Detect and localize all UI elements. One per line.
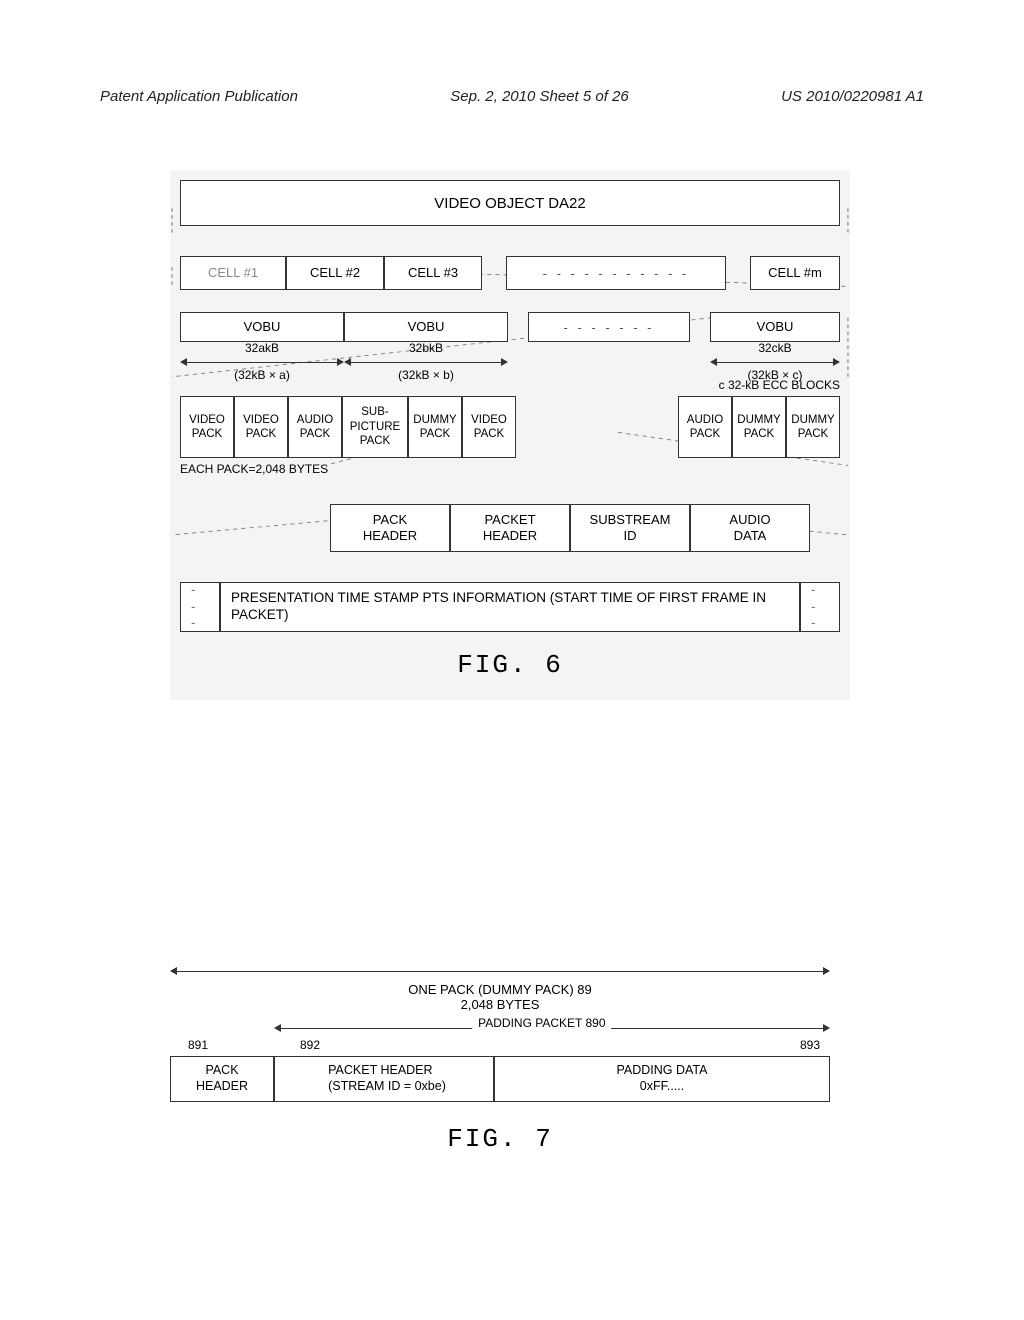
vobu-spacer — [508, 312, 528, 342]
pts-info-box: PRESENTATION TIME STAMP PTS INFORMATION … — [220, 582, 800, 632]
size-c: 32ckB (32kB × c) — [710, 342, 840, 382]
cell-spacer — [482, 256, 506, 290]
pack-audio-2: AUDIO PACK — [678, 396, 732, 458]
size-b: 32bkB (32kB × b) — [344, 342, 508, 382]
size-c-top: 32ckB — [758, 342, 791, 355]
cell-spacer-r — [726, 256, 750, 290]
pack-dummy-3: DUMMY PACK — [786, 396, 840, 458]
padding-packet-arrow: PADDING PACKET 890 — [170, 1018, 830, 1038]
cell-1: CELL #1 — [180, 256, 286, 290]
pack-row: c 32-kB ECC BLOCKS VIDEO PACK VIDEO PACK… — [180, 396, 840, 458]
vobu-dashes: - - - - - - - — [564, 320, 655, 335]
pack-audio-1: AUDIO PACK — [288, 396, 342, 458]
vobu-continuation: - - - - - - - — [528, 312, 690, 342]
header-right: US 2010/0220981 A1 — [781, 88, 924, 105]
size-b-arrow — [344, 355, 508, 369]
cell-dashes: - - - - - - - - - - - — [543, 266, 690, 281]
fig6-caption: FIG. 6 — [180, 650, 840, 680]
pack-dummy-1: DUMMY PACK — [408, 396, 462, 458]
vobu-2: VOBU — [344, 312, 508, 342]
pack-header-box: PACK HEADER — [330, 504, 450, 552]
f7-packet-header: PACKET HEADER (STREAM ID = 0xbe) — [274, 1056, 494, 1102]
pts-right-edge: - - - — [800, 582, 840, 632]
ref-892: 892 — [300, 1038, 320, 1052]
fig7-caption: FIG. 7 — [170, 1124, 830, 1154]
f7-padding-data: PADDING DATA 0xFF..... — [494, 1056, 830, 1102]
size-a-bot: (32kB × a) — [234, 369, 290, 382]
ref-893: 893 — [800, 1038, 820, 1052]
ecc-blocks-label: c 32-kB ECC BLOCKS — [719, 378, 840, 392]
pack-video-2: VIDEO PACK — [234, 396, 288, 458]
bytes-label: 2,048 BYTES — [170, 997, 830, 1012]
page-header: Patent Application Publication Sep. 2, 2… — [100, 88, 924, 105]
header-left: Patent Application Publication — [100, 88, 298, 105]
pack-width-arrow — [170, 960, 830, 982]
pts-row: - - - PRESENTATION TIME STAMP PTS INFORM… — [180, 582, 840, 632]
size-a: 32akB (32kB × a) — [180, 342, 344, 382]
size-row: 32akB (32kB × a) 32bkB (32kB × b) 32ckB … — [180, 342, 840, 382]
f7-pack-header: PACK HEADER — [170, 1056, 274, 1102]
size-a-top: 32akB — [245, 342, 279, 355]
substream-id-box: SUBSTREAM ID — [570, 504, 690, 552]
audio-data-box: AUDIO DATA — [690, 504, 810, 552]
pack-dummy-2: DUMMY PACK — [732, 396, 786, 458]
pack-size-note: EACH PACK=2,048 BYTES — [180, 462, 840, 476]
pack-header-row: PACK HEADER PACKET HEADER SUBSTREAM ID A… — [330, 504, 840, 552]
page: Patent Application Publication Sep. 2, 2… — [0, 0, 1024, 1320]
padding-packet-label: PADDING PACKET 890 — [472, 1016, 611, 1030]
vobu-row: VOBU VOBU - - - - - - - VOBU — [180, 312, 840, 342]
cell-3: CELL #3 — [384, 256, 482, 290]
vobu-last: VOBU — [710, 312, 840, 342]
ref-891: 891 — [188, 1038, 208, 1052]
vobu-1: VOBU — [180, 312, 344, 342]
pack-subpicture: SUB- PICTURE PACK — [342, 396, 408, 458]
cell-row: CELL #1 CELL #2 CELL #3 - - - - - - - - … — [180, 256, 840, 290]
video-object-bar: VIDEO OBJECT DA22 — [180, 180, 840, 226]
packet-header-box: PACKET HEADER — [450, 504, 570, 552]
size-a-arrow — [180, 355, 344, 369]
vobu-spacer-r — [690, 312, 710, 342]
pack-video-3: VIDEO PACK — [462, 396, 516, 458]
header-center: Sep. 2, 2010 Sheet 5 of 26 — [450, 88, 628, 105]
pack-gap — [516, 396, 678, 458]
size-b-top: 32bkB — [409, 342, 443, 355]
pts-left-edge: - - - — [180, 582, 220, 632]
fig7-diagram: ONE PACK (DUMMY PACK) 89 2,048 BYTES PAD… — [170, 960, 830, 1154]
ref-numbers: 891 892 893 — [170, 1038, 830, 1056]
size-b-bot: (32kB × b) — [398, 369, 454, 382]
pack-video-1: VIDEO PACK — [180, 396, 234, 458]
cell-2: CELL #2 — [286, 256, 384, 290]
cell-continuation: - - - - - - - - - - - — [506, 256, 726, 290]
video-object-label: VIDEO OBJECT DA22 — [434, 195, 585, 212]
size-c-arrow — [710, 355, 840, 369]
one-pack-label: ONE PACK (DUMMY PACK) 89 — [170, 982, 830, 997]
fig7-pack-row: PACK HEADER PACKET HEADER (STREAM ID = 0… — [170, 1056, 830, 1102]
fig6-diagram: VIDEO OBJECT DA22 CELL #1 CELL #2 CELL #… — [170, 170, 850, 700]
cell-m: CELL #m — [750, 256, 840, 290]
